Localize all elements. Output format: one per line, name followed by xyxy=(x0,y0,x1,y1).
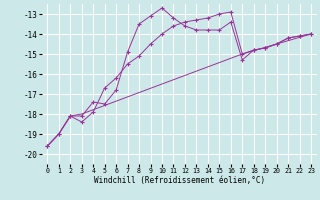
X-axis label: Windchill (Refroidissement éolien,°C): Windchill (Refroidissement éolien,°C) xyxy=(94,176,265,185)
